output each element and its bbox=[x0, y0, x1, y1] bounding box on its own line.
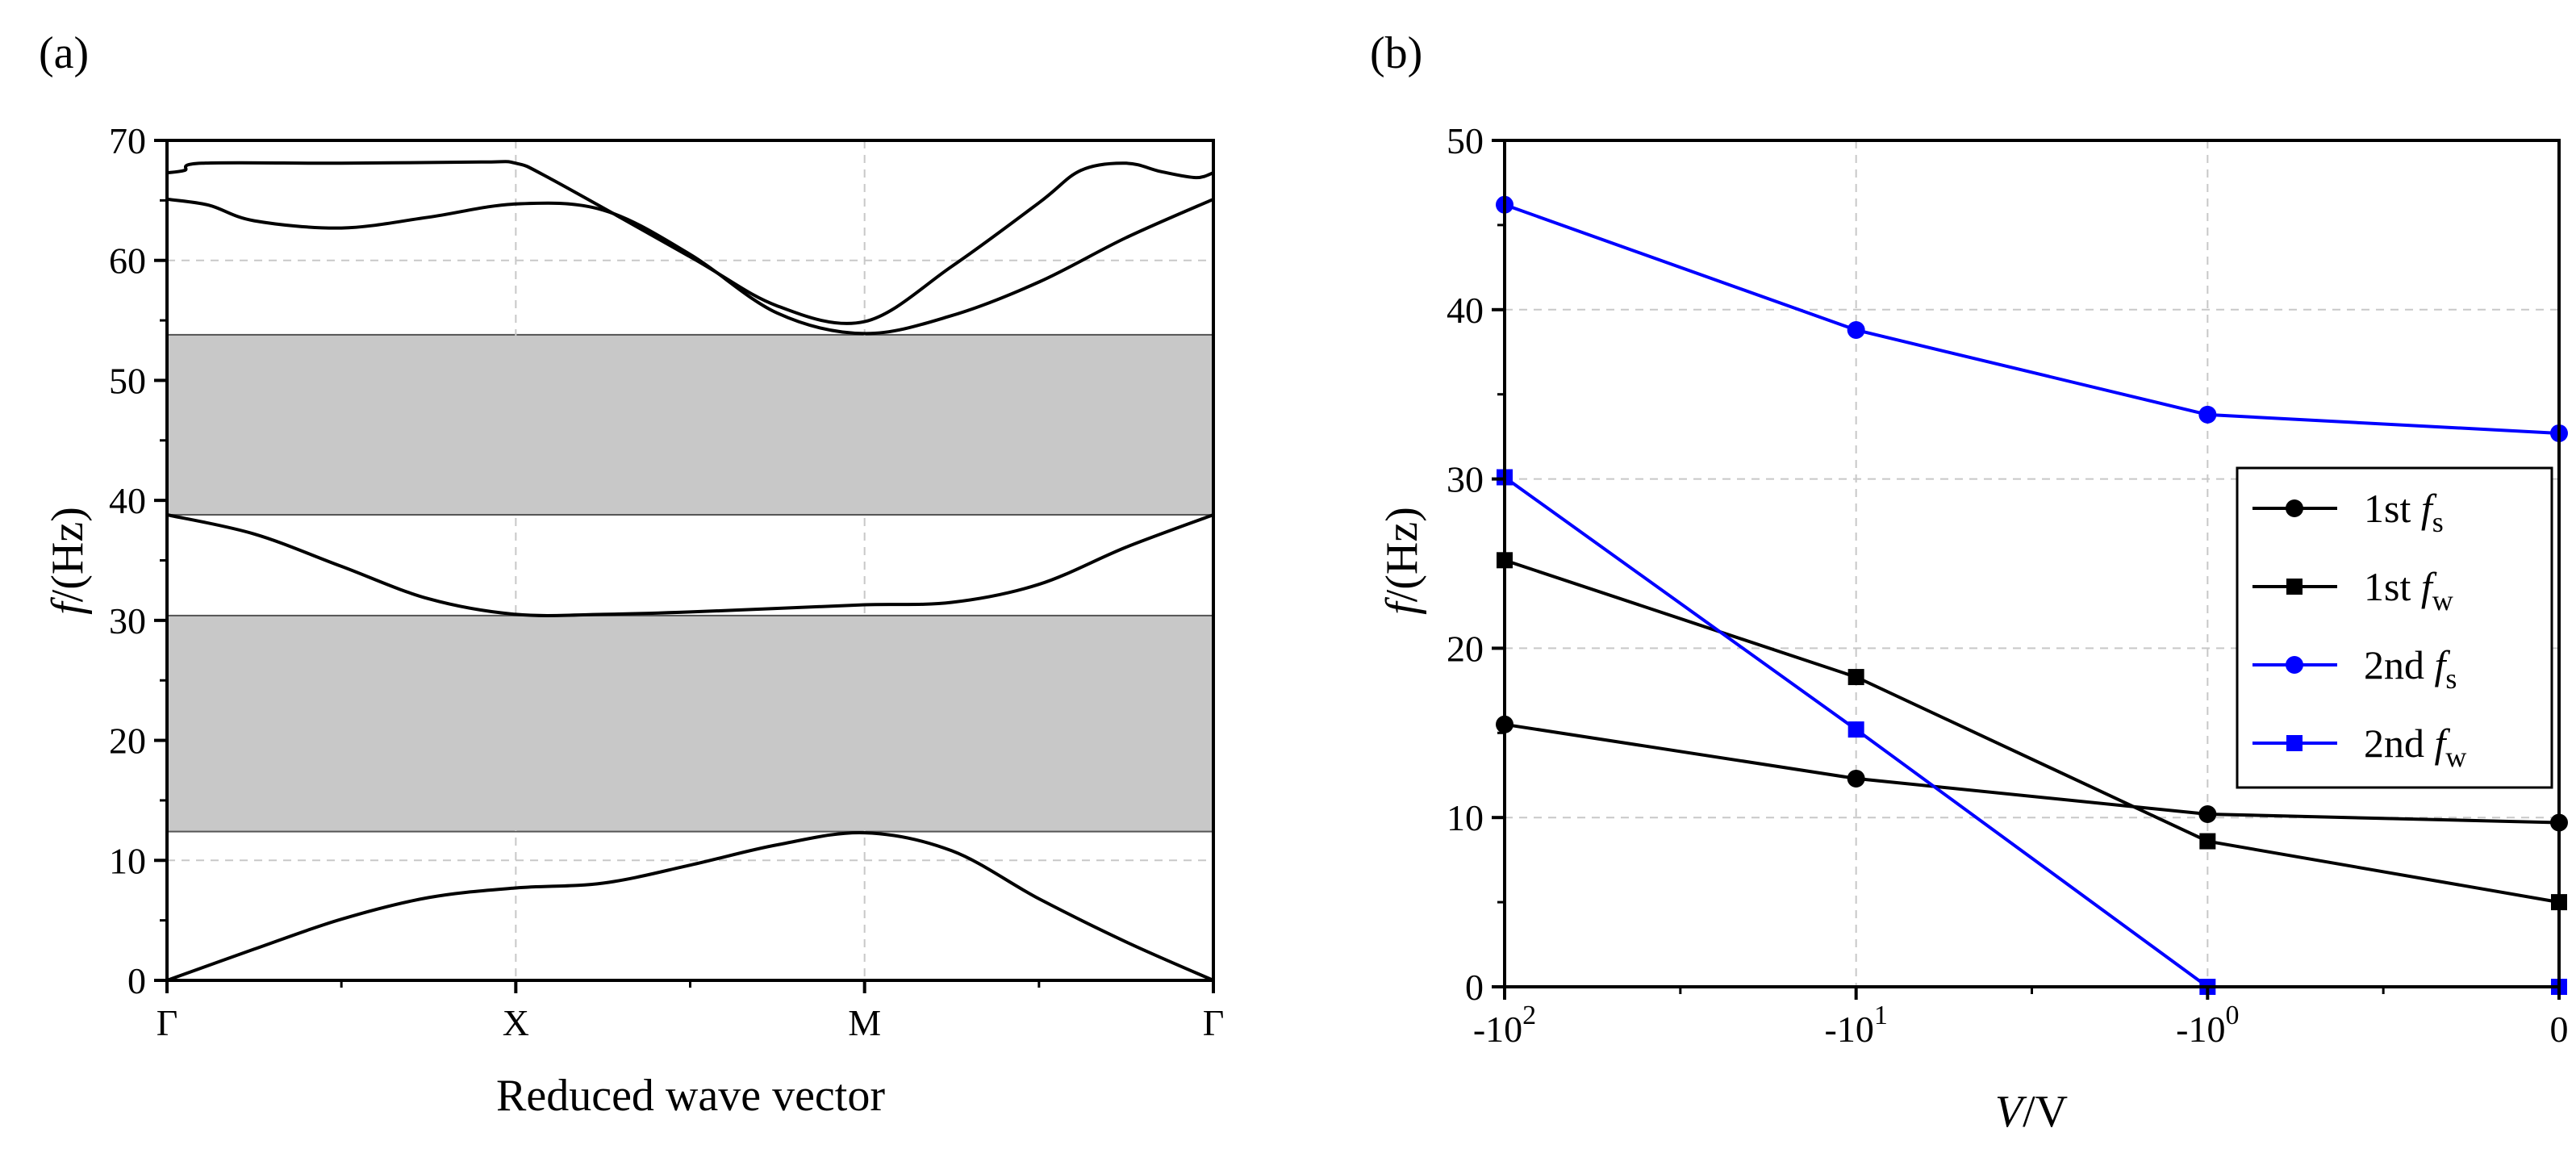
series-line-2 bbox=[1504, 558, 2560, 905]
x-tick-label: -101 bbox=[1825, 1001, 1888, 1050]
x-tick-label: -102 bbox=[1473, 1001, 1536, 1050]
x-tick-label: -100 bbox=[2176, 1001, 2239, 1050]
y-tick-label: 20 bbox=[109, 721, 146, 762]
band-gap-1 bbox=[166, 614, 1214, 833]
series-line-1 bbox=[1504, 722, 2560, 825]
legend-label: 2nd fs bbox=[2364, 642, 2457, 695]
panel-b-ylabel: f/(Hz) bbox=[1377, 507, 1427, 615]
y-tick-label: 30 bbox=[109, 600, 146, 641]
y-tick-label: 40 bbox=[1447, 290, 1484, 331]
dispersion-band-4 bbox=[166, 160, 1214, 325]
y-tick-label: 20 bbox=[1447, 628, 1484, 669]
legend-marker bbox=[2286, 735, 2303, 751]
data-point bbox=[2199, 833, 2216, 850]
x-tick-label: 0 bbox=[2550, 1009, 2569, 1050]
x-tick-label: Γ bbox=[157, 1002, 178, 1043]
panel-a-ylabel: f/(Hz) bbox=[43, 507, 93, 615]
y-tick-label: 60 bbox=[109, 240, 146, 282]
data-point bbox=[1847, 721, 1864, 738]
dispersion-band-3 bbox=[166, 197, 1214, 336]
panel-b-xlabel: V/V bbox=[1995, 1087, 2068, 1137]
panel-a-xlabel: Reduced wave vector bbox=[496, 1071, 885, 1121]
y-tick-label: 0 bbox=[127, 960, 146, 1001]
data-point bbox=[2198, 405, 2217, 424]
legend-marker bbox=[2286, 499, 2303, 517]
y-tick-label: 0 bbox=[1465, 967, 1484, 1008]
panel-a-label: (a) bbox=[39, 28, 89, 78]
legend-marker bbox=[2286, 656, 2303, 674]
legend-label: 1st fs bbox=[2364, 486, 2444, 538]
panel-a: (a) 0 10 20 30 40 50 60 70 Γ X M Γ Reduced wave vec… bbox=[39, 28, 1224, 1121]
legend-label: 1st fw bbox=[2364, 564, 2453, 616]
y-tick-label: 10 bbox=[109, 840, 146, 881]
y-tick-label: 70 bbox=[109, 120, 146, 161]
x-tick-label: X bbox=[503, 1002, 529, 1043]
x-tick-label: Γ bbox=[1203, 1002, 1225, 1043]
legend-box bbox=[2236, 466, 2553, 789]
y-tick-label: 10 bbox=[1447, 797, 1484, 838]
panel-b-label: (b) bbox=[1370, 28, 1422, 78]
data-point bbox=[1847, 769, 1865, 788]
dispersion-band-2 bbox=[166, 513, 1214, 617]
band-gap-2 bbox=[166, 333, 1214, 516]
dispersion-band-1 bbox=[166, 831, 1214, 982]
data-point bbox=[2198, 805, 2217, 824]
legend-marker bbox=[2286, 579, 2303, 595]
y-tick-label: 50 bbox=[109, 360, 146, 401]
data-point bbox=[1847, 669, 1864, 686]
x-tick-label: M bbox=[848, 1002, 881, 1043]
y-tick-label: 30 bbox=[1447, 459, 1484, 500]
y-tick-label: 50 bbox=[1447, 120, 1484, 161]
series-line-3 bbox=[1504, 203, 2560, 435]
data-point bbox=[1847, 320, 1865, 339]
y-tick-label: 40 bbox=[109, 480, 146, 521]
